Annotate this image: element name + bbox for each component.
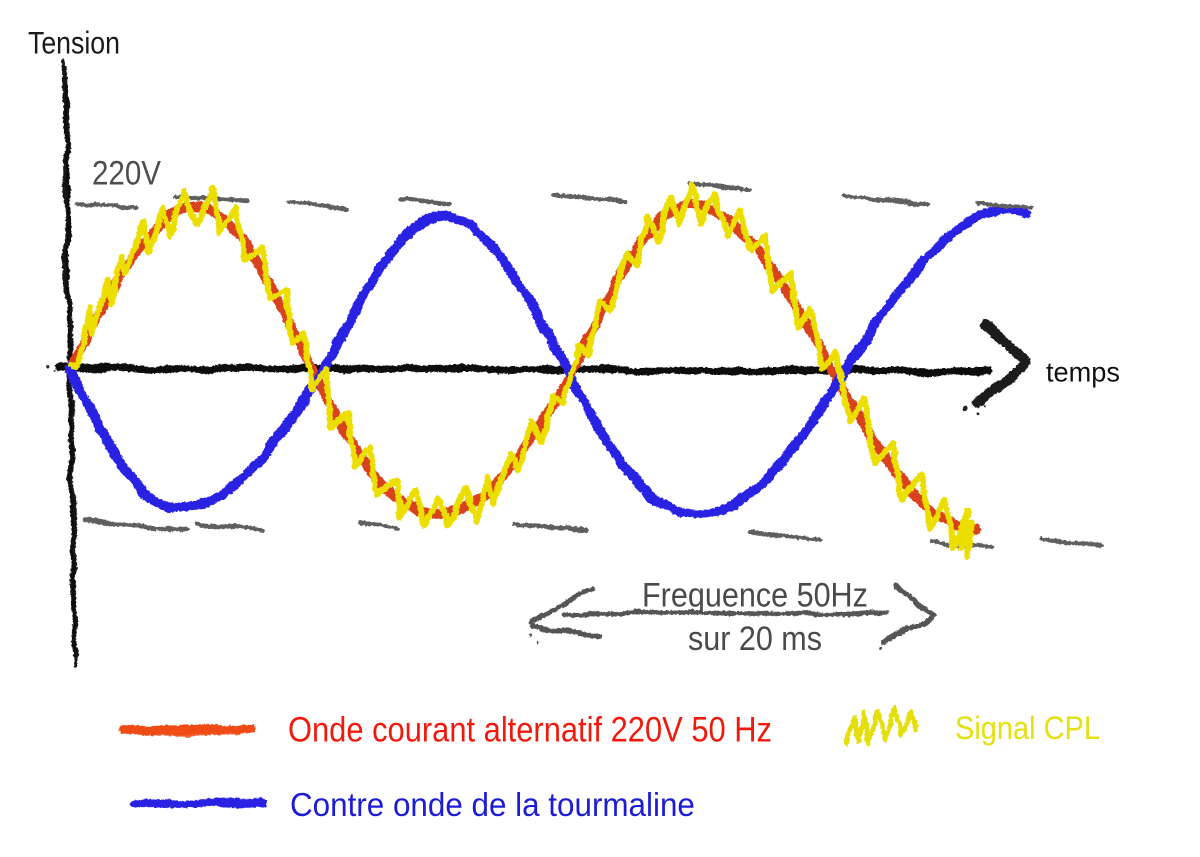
svg-text:Contre onde de la tourmaline: Contre onde de la tourmaline xyxy=(290,786,695,823)
svg-text:Frequence 50Hz: Frequence 50Hz xyxy=(642,576,868,614)
svg-text:Signal CPL: Signal CPL xyxy=(955,711,1100,747)
svg-text:sur 20 ms: sur 20 ms xyxy=(688,619,822,657)
svg-text:temps: temps xyxy=(1046,356,1120,387)
svg-text:Tension: Tension xyxy=(28,27,120,61)
svg-text:Onde courant alternatif 220V 5: Onde courant alternatif 220V 50 Hz xyxy=(288,710,772,749)
svg-text:220V: 220V xyxy=(92,153,162,192)
